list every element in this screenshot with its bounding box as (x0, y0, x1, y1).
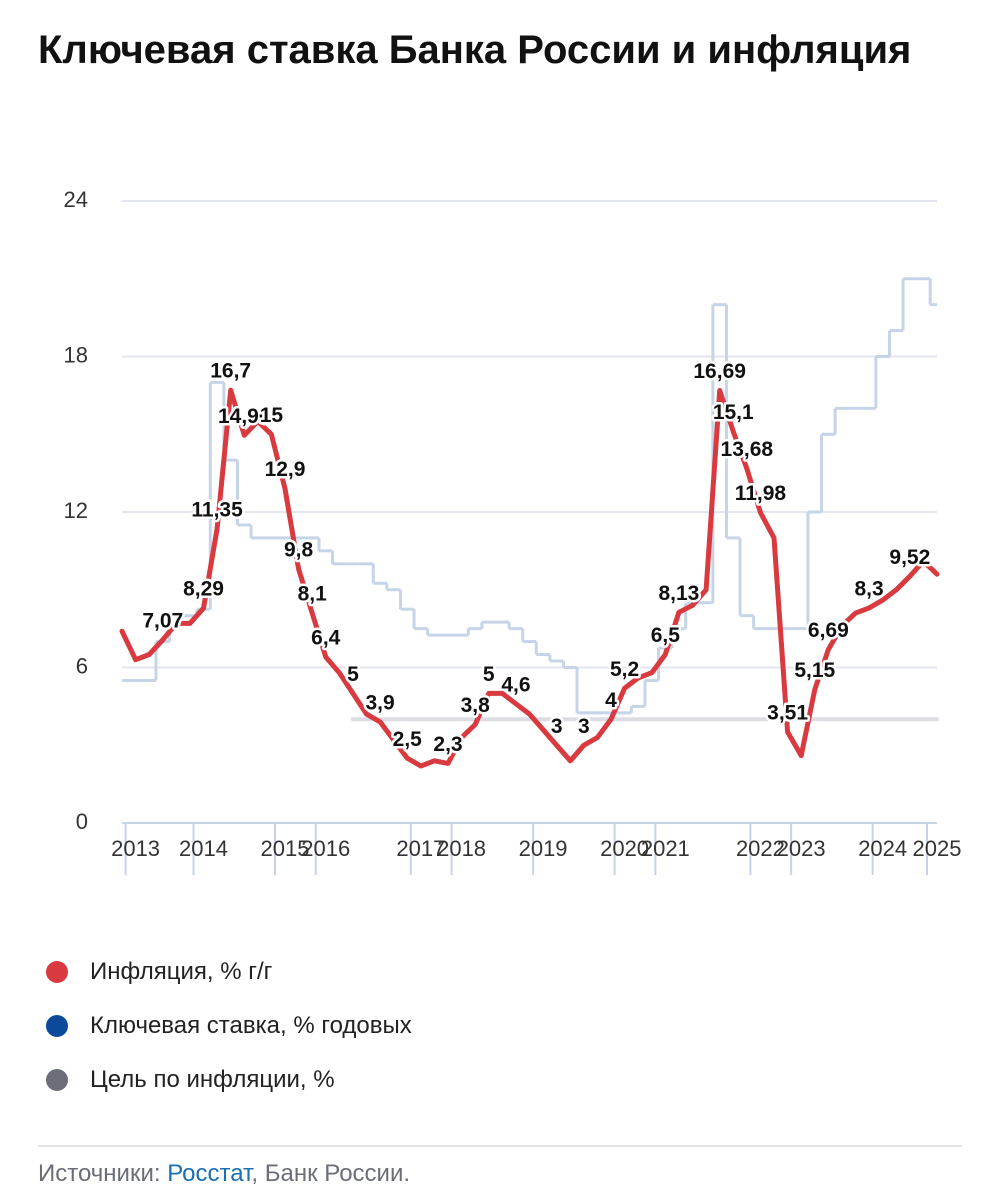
data-label: 15,1 (713, 401, 754, 424)
data-label: 5 (347, 663, 359, 686)
x-tick-label: 2015 (261, 836, 310, 861)
data-label: 12,9 (265, 458, 306, 481)
data-label: 11,35 (191, 498, 243, 521)
data-label: 15 (260, 404, 284, 427)
y-tick-label: 12 (64, 498, 88, 523)
data-label: 7,07 (142, 609, 183, 632)
data-label: 2,5 (393, 728, 423, 751)
data-label: 6,69 (808, 619, 849, 642)
x-tick-label: 2017 (396, 836, 445, 861)
data-label: 16,7 (210, 360, 251, 383)
data-label: 4,6 (501, 673, 530, 696)
data-label: 9,8 (284, 539, 314, 562)
data-label: 2,3 (433, 733, 462, 756)
data-label: 4 (605, 689, 617, 712)
legend-item[interactable]: Инфляция, % г/г (46, 945, 412, 999)
data-label: 6,4 (311, 627, 341, 650)
data-label: 14,96 (218, 405, 271, 428)
data-label: 8,1 (298, 583, 328, 606)
data-label: 11,98 (735, 482, 787, 505)
x-tick-label: 2020 (600, 836, 649, 861)
y-tick-label: 0 (76, 809, 88, 834)
legend-label: Ключевая ставка, % годовых (90, 1012, 412, 1039)
data-label: 3 (551, 715, 563, 738)
data-label: 5,15 (794, 659, 835, 682)
legend-swatch (46, 1069, 68, 1091)
data-label: 8,29 (183, 578, 224, 601)
legend-swatch (46, 1015, 68, 1037)
legend-swatch (46, 961, 68, 983)
x-tick-label: 2024 (858, 836, 907, 861)
x-tick-label: 2013 (111, 836, 160, 861)
source-link[interactable]: Росстат (167, 1160, 252, 1187)
source-suffix: , Банк России. (251, 1160, 411, 1187)
data-label: 6,5 (651, 624, 681, 647)
data-label: 13,68 (721, 438, 774, 461)
source: Источники: Росстат, Банк России. (38, 1160, 410, 1188)
legend-label: Цель по инфляции, % (90, 1066, 335, 1093)
data-label: 9,52 (889, 546, 930, 569)
x-tick-label: 2019 (519, 836, 568, 861)
data-label: 3,51 (767, 702, 808, 725)
data-label: 3,8 (461, 694, 491, 717)
legend: Инфляция, % г/г Ключевая ставка, % годовы… (46, 945, 412, 1107)
x-tick-label: 2022 (736, 836, 785, 861)
series-line (119, 387, 940, 769)
data-label: 5 (483, 663, 495, 686)
x-tick-label: 2021 (641, 836, 690, 861)
data-label: 3 (578, 715, 590, 738)
data-label: 8,3 (854, 577, 883, 600)
x-tick-label: 2016 (301, 836, 350, 861)
data-label: 5,2 (610, 658, 639, 681)
x-tick-label: 2023 (777, 836, 826, 861)
x-tick-label: 2025 (913, 836, 962, 861)
x-tick-label: 2014 (179, 836, 228, 861)
source-prefix: Источники: (38, 1160, 168, 1187)
y-tick-label: 24 (64, 187, 88, 212)
legend-label: Инфляция, % г/г (90, 958, 273, 985)
y-tick-label: 6 (76, 653, 88, 678)
data-label: 8,13 (658, 582, 699, 605)
data-label: 16,69 (693, 360, 746, 383)
x-tick-label: 2018 (437, 836, 486, 861)
legend-item[interactable]: Цель по инфляции, % (46, 1053, 412, 1107)
chart-title: Ключевая ставка Банка России и инфляция (38, 28, 912, 72)
y-tick-label: 18 (64, 342, 88, 367)
data-label: 3,9 (365, 691, 394, 714)
separator (38, 1145, 962, 1147)
legend-item[interactable]: Ключевая ставка, % годовых (46, 999, 412, 1053)
